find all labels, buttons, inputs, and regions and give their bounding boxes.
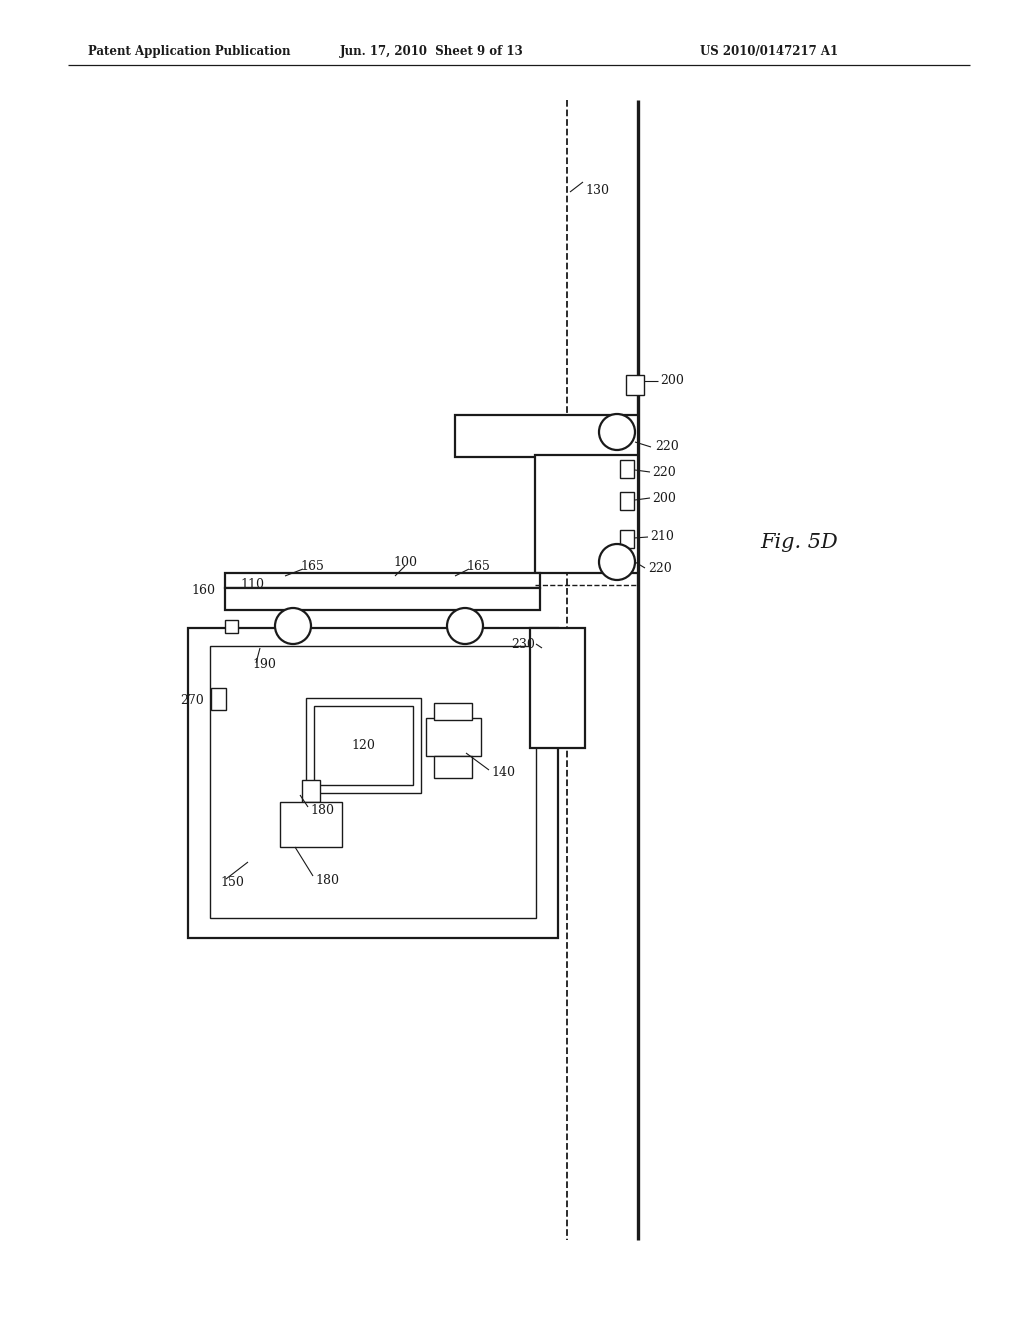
- Bar: [210, 645, 536, 917]
- Text: 165: 165: [466, 560, 489, 573]
- Bar: [434, 756, 472, 777]
- Bar: [306, 698, 421, 793]
- Text: 140: 140: [490, 767, 515, 780]
- Text: 220: 220: [648, 561, 672, 574]
- Bar: [620, 459, 634, 478]
- Text: 230: 230: [511, 639, 535, 652]
- Circle shape: [447, 609, 483, 644]
- Text: 190: 190: [252, 659, 275, 672]
- Bar: [225, 573, 540, 587]
- Bar: [626, 375, 644, 395]
- Text: 200: 200: [652, 491, 676, 504]
- Text: 150: 150: [220, 875, 244, 888]
- Text: 180: 180: [315, 874, 339, 887]
- Bar: [426, 718, 481, 756]
- Text: 130: 130: [585, 183, 609, 197]
- Text: 110: 110: [240, 578, 264, 590]
- Bar: [434, 704, 472, 719]
- Circle shape: [599, 414, 635, 450]
- Circle shape: [275, 609, 311, 644]
- Bar: [280, 803, 342, 847]
- Bar: [211, 688, 226, 710]
- Bar: [530, 628, 585, 748]
- Text: 220: 220: [652, 466, 676, 479]
- Text: 200: 200: [660, 374, 684, 387]
- Text: Jun. 17, 2010  Sheet 9 of 13: Jun. 17, 2010 Sheet 9 of 13: [340, 45, 524, 58]
- Bar: [535, 455, 638, 573]
- Text: 220: 220: [655, 441, 679, 454]
- Text: 165: 165: [300, 560, 324, 573]
- Text: Patent Application Publication: Patent Application Publication: [88, 45, 291, 58]
- Bar: [188, 628, 558, 939]
- Text: 270: 270: [180, 693, 204, 706]
- Bar: [620, 531, 634, 548]
- Text: 180: 180: [310, 804, 334, 817]
- Circle shape: [599, 544, 635, 579]
- Text: 120: 120: [351, 739, 376, 752]
- Bar: [314, 706, 413, 785]
- Bar: [225, 620, 238, 634]
- Bar: [620, 492, 634, 510]
- Bar: [302, 780, 319, 803]
- Bar: [455, 414, 638, 457]
- Text: US 2010/0147217 A1: US 2010/0147217 A1: [700, 45, 838, 58]
- Text: Fig. 5D: Fig. 5D: [760, 533, 838, 553]
- Text: 160: 160: [191, 583, 215, 597]
- Text: 210: 210: [650, 531, 674, 544]
- Text: 100: 100: [393, 556, 417, 569]
- Bar: [225, 587, 540, 610]
